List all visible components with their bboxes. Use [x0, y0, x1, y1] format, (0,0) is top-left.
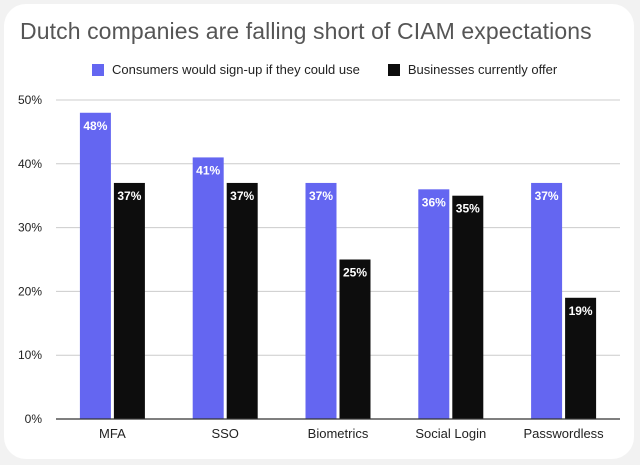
y-tick-label: 30% — [18, 221, 42, 235]
value-labels: 48% 37% 41% 37% 37% 25% 36% 35% 37% 19% — [83, 119, 593, 318]
data-label: 35% — [456, 202, 480, 216]
legend-label-consumers: Consumers would sign-up if they could us… — [112, 62, 360, 77]
data-label: 25% — [343, 266, 367, 280]
y-tick-label: 20% — [18, 284, 42, 298]
bar-businesses — [565, 297, 597, 419]
data-label: 37% — [117, 189, 141, 203]
data-label: 37% — [230, 189, 254, 203]
legend-label-businesses: Businesses currently offer — [407, 62, 558, 77]
chart-legend: Consumers would sign-up if they could us… — [92, 62, 585, 77]
bar-consumers — [79, 112, 111, 419]
bar-consumers — [418, 189, 450, 419]
y-tick-label: 0% — [25, 412, 43, 426]
x-category-label: MFA — [99, 426, 126, 441]
y-tick-label: 50% — [18, 93, 42, 107]
x-category-label: Passwordless — [523, 426, 604, 441]
bar-businesses — [226, 182, 258, 419]
x-category-label: SSO — [211, 426, 238, 441]
legend-item-businesses: Businesses currently offer — [387, 62, 558, 77]
bar-businesses — [339, 259, 371, 419]
data-label: 37% — [309, 189, 333, 203]
legend-swatch-consumers — [92, 63, 104, 76]
bar-consumers — [531, 182, 563, 419]
chart-title: Dutch companies are falling short of CIA… — [20, 18, 592, 44]
data-label: 19% — [569, 304, 593, 318]
data-label: 41% — [196, 163, 220, 177]
axes: 0% 10% 20% 30% 40% 50% MFA SSO Biometrics Social … — [18, 93, 620, 441]
gridlines — [56, 99, 620, 356]
y-tick-label: 10% — [18, 348, 42, 362]
legend-item-consumers: Consumers would sign-up if they could us… — [92, 62, 360, 77]
bar-consumers — [305, 182, 337, 419]
bar-businesses — [113, 182, 145, 419]
x-category-label: Social Login — [415, 426, 486, 441]
x-category-label: Biometrics — [308, 426, 369, 441]
y-tick-label: 40% — [18, 157, 42, 171]
bars — [79, 112, 597, 420]
bar-businesses — [452, 195, 484, 419]
legend-swatch-businesses — [387, 63, 400, 76]
bar-consumers — [192, 157, 224, 420]
data-label: 36% — [422, 195, 446, 209]
data-label: 37% — [535, 189, 559, 203]
data-label: 48% — [83, 119, 107, 133]
